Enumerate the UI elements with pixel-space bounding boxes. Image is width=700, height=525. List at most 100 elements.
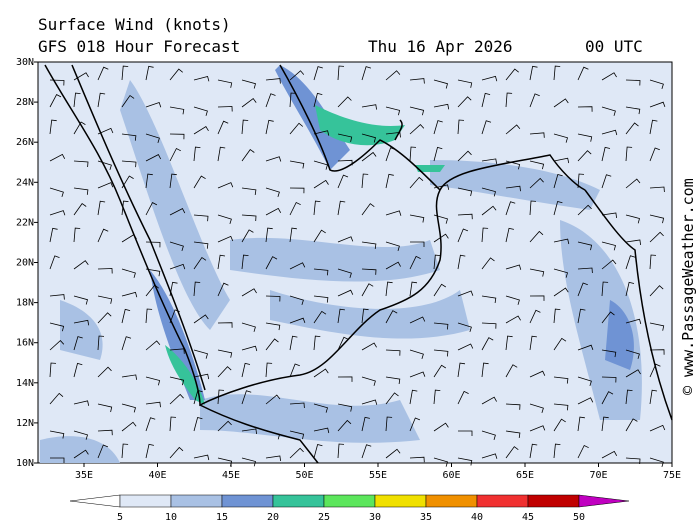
subtitle: GFS 018 Hour Forecast [38,37,240,56]
legend-swatch [425,494,478,508]
wind-barb [289,70,305,81]
wind-barb [361,173,369,189]
wind-barb [649,322,665,331]
wind-barb [649,147,660,162]
lat-label: 20N [16,258,34,269]
legend-swatch [119,494,172,508]
wind-barb [121,200,129,216]
wind-barb [121,65,129,81]
wind-barb [625,281,635,297]
wind-barb [457,213,473,220]
wind-barb [409,78,425,84]
wind-barb [577,267,593,274]
wind-barb [193,175,206,189]
wind-barb [601,349,617,358]
wind-barb [481,295,497,304]
legend-tick-label: 5 [117,512,123,523]
wind-barb [529,160,545,170]
wind-barb [97,444,109,459]
wind-barb [193,454,210,461]
wind-barb [625,349,640,359]
wind-barb [529,295,545,301]
wind-barb [337,403,353,412]
wind-barb [361,104,377,110]
wind-barb [433,214,448,224]
wind-barb [433,457,448,467]
wind-barb [625,146,633,162]
legend-swatch [374,494,427,508]
wind-barb [577,204,592,216]
wind-barb [385,261,401,270]
wind-barb [385,241,400,252]
wind-barb [121,268,136,278]
wind-barb [649,285,664,297]
wind-barb [217,235,234,243]
wind-barb [265,394,281,405]
wind-barb [193,146,201,162]
wind-barb [217,106,233,112]
wind-barb [73,92,81,108]
lat-label: 14N [16,378,34,389]
wind-barb [601,259,617,270]
wind-barb [409,417,421,432]
wind-barb [73,187,89,195]
legend-swatch [170,494,223,508]
wind-barb [361,376,376,386]
wind-barb [169,147,181,162]
wind-barb [553,403,569,411]
wind-barb [193,314,209,324]
wind-barb [289,402,305,409]
map-plot [37,61,673,468]
lon-label: 45E [222,470,240,481]
lat-label: 18N [16,298,34,309]
wind-barb [121,421,137,432]
wind-barb [73,72,89,81]
legend-swatch [221,494,274,508]
wind-barb [649,363,661,378]
wind-barb [457,96,472,108]
wind-barb [505,92,513,108]
legend-swatch [527,494,580,508]
wind-barb [433,364,447,378]
wind-barb [505,295,520,305]
wind-barb [649,79,664,90]
wind-barb [265,156,282,162]
wind-barb [289,92,297,108]
wind-barb [361,444,372,459]
latitude-labels: 30N 28N 26N 24N 22N 20N 18N 16N 14N 12N 10N [16,57,38,469]
wind-barb [385,210,402,216]
wind-barb [433,79,448,89]
wind-barb [265,187,280,198]
wind-barb [217,146,226,162]
wind-barb [49,94,62,108]
wind-barb [361,66,372,81]
wind-barb [313,200,321,216]
wind-barb [409,255,421,270]
wind-barb [529,403,544,414]
wind-barb [313,229,326,243]
wind-barb [601,129,618,136]
wind-barb [169,446,184,459]
wind-barb [577,397,594,405]
wind-barb [385,376,401,385]
wind-barb [457,119,465,135]
wind-barb [505,430,521,438]
wind-barb [553,337,567,351]
wind-barb [481,227,489,243]
wind-barb [625,369,641,378]
wind-barb [193,373,210,380]
wind-barb [145,443,154,459]
lat-label: 12N [16,418,34,429]
wind-barb [169,106,185,115]
wind-barb [385,349,401,356]
wind-barb [217,389,225,405]
wind-barb [481,430,496,441]
wind-barb [601,241,616,251]
wind-barb [50,457,65,463]
lon-label: 75E [663,470,681,481]
legend-tick-label: 45 [522,512,534,523]
wind-barb [97,228,109,243]
wind-barb [49,294,65,300]
wind-barb [553,376,569,384]
